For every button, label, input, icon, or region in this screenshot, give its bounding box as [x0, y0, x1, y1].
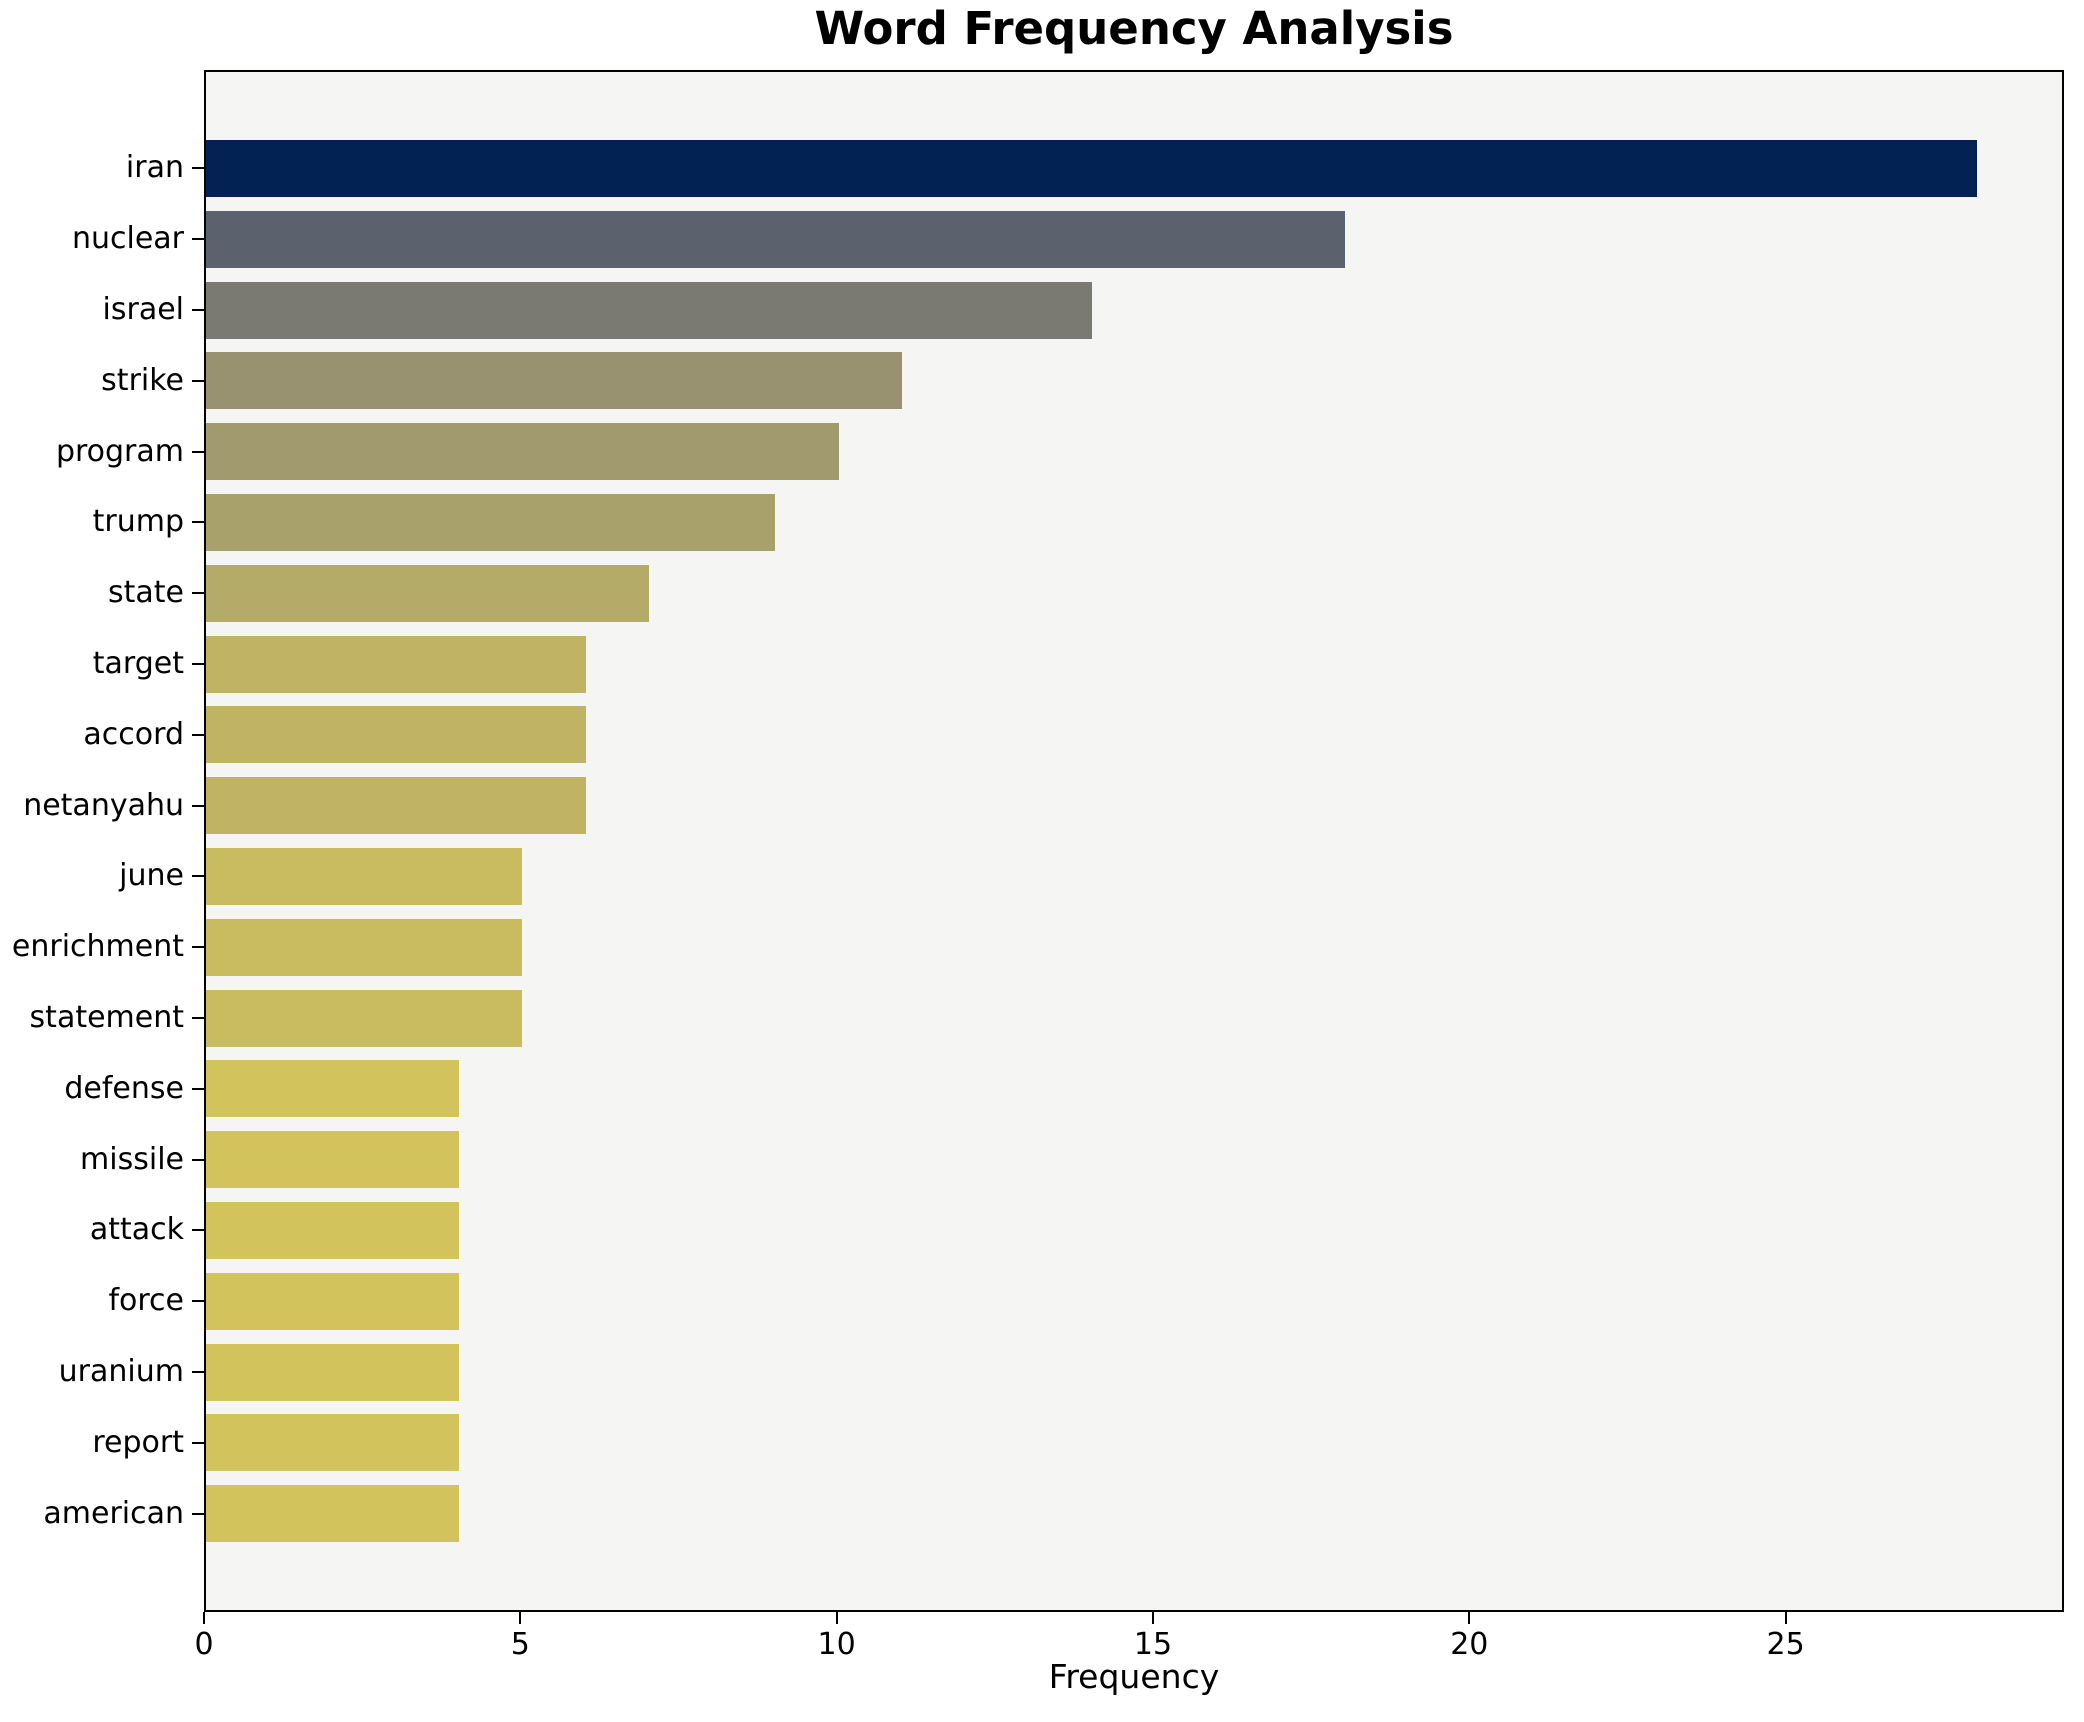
y-tick-mark — [192, 450, 204, 453]
bar-statement — [206, 989, 523, 1047]
y-tick-mark — [192, 592, 204, 595]
y-tick-mark — [192, 1371, 204, 1373]
y-tick-mark — [192, 875, 204, 878]
y-tick-mark — [192, 1158, 204, 1161]
y-tick-label: june — [119, 858, 184, 894]
y-tick-label: state — [108, 575, 184, 611]
bar-june — [206, 847, 523, 905]
x-tick-mark — [1468, 1612, 1471, 1624]
bar-nuclear — [206, 210, 1345, 268]
y-tick-label: american — [43, 1495, 184, 1531]
x-tick-label: 15 — [1133, 1627, 1173, 1662]
bar-american — [206, 1485, 460, 1543]
x-tick-mark — [1784, 1612, 1787, 1624]
y-tick-mark — [192, 733, 204, 736]
y-tick-mark — [192, 1300, 204, 1303]
y-tick-mark — [192, 521, 204, 524]
y-tick-label: report — [92, 1424, 184, 1460]
y-tick-label: iran — [125, 150, 184, 186]
y-tick-label: missile — [80, 1141, 184, 1177]
y-tick-mark — [192, 804, 204, 807]
y-tick-mark — [192, 1017, 204, 1019]
y-tick-label: israel — [102, 292, 184, 327]
y-tick-label: accord — [83, 716, 184, 752]
bar-netanyahu — [206, 777, 586, 835]
x-tick-label: 5 — [510, 1627, 530, 1662]
x-tick-label: 0 — [194, 1627, 214, 1662]
bar-state — [206, 564, 649, 622]
x-tick-mark — [1151, 1612, 1154, 1624]
y-tick-label: statement — [29, 1000, 184, 1035]
y-tick-label: defense — [64, 1070, 184, 1106]
bar-accord — [206, 706, 586, 764]
y-tick-mark — [192, 309, 204, 311]
bar-attack — [206, 1201, 460, 1259]
bar-israel — [206, 281, 1092, 339]
bar-uranium — [206, 1343, 460, 1401]
bar-strike — [206, 352, 902, 410]
bar-enrichment — [206, 918, 523, 976]
bar-trump — [206, 493, 776, 551]
y-tick-mark — [192, 1441, 204, 1444]
y-tick-mark — [192, 379, 204, 382]
bar-program — [206, 423, 839, 481]
x-axis-title: Frequency — [1048, 1657, 1220, 1696]
y-tick-label: uranium — [58, 1354, 184, 1389]
x-tick-label: 20 — [1450, 1627, 1489, 1662]
x-tick-label: 25 — [1766, 1627, 1805, 1662]
y-tick-label: force — [108, 1283, 184, 1319]
y-tick-mark — [192, 1512, 204, 1515]
bar-missile — [206, 1131, 460, 1189]
y-tick-label: trump — [92, 504, 184, 540]
y-tick-mark — [192, 946, 204, 949]
bar-report — [206, 1414, 460, 1472]
x-tick-mark — [835, 1612, 838, 1624]
y-tick-mark — [192, 1229, 204, 1232]
y-tick-mark — [192, 663, 204, 665]
chart-title: Word Frequency Analysis — [814, 2, 1454, 55]
y-tick-mark — [192, 1087, 204, 1090]
y-tick-label: target — [92, 646, 184, 681]
y-tick-mark — [192, 238, 204, 241]
y-tick-label: strike — [101, 362, 184, 398]
y-tick-label: enrichment — [11, 929, 184, 965]
bar-force — [206, 1272, 460, 1330]
bar-target — [206, 635, 586, 693]
y-tick-mark — [192, 167, 204, 170]
x-tick-mark — [519, 1612, 522, 1624]
x-tick-mark — [203, 1612, 205, 1624]
y-tick-label: attack — [89, 1212, 184, 1248]
y-tick-label: netanyahu — [23, 787, 184, 823]
plot-area — [204, 70, 2064, 1612]
y-tick-label: nuclear — [71, 221, 184, 257]
bar-defense — [206, 1060, 460, 1118]
y-tick-label: program — [55, 433, 184, 469]
x-tick-label: 10 — [817, 1627, 856, 1662]
bar-iran — [206, 139, 1978, 197]
